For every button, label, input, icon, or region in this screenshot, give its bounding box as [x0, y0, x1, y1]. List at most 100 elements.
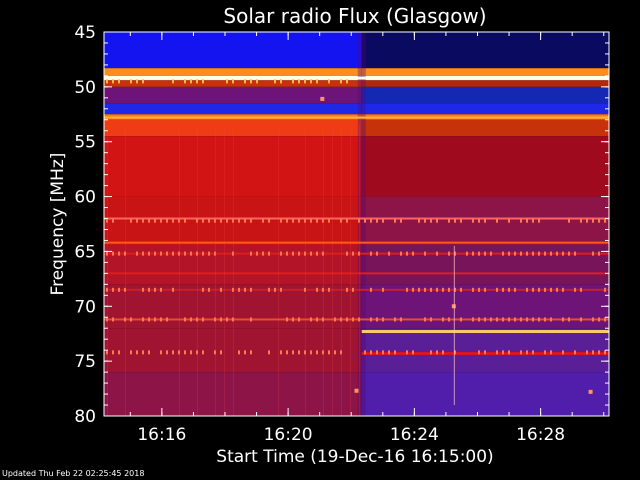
speckle-mark: [478, 218, 480, 223]
speckle-mark: [598, 317, 600, 322]
speckle-mark: [532, 287, 534, 292]
speckle-mark: [304, 79, 306, 84]
speckle-mark: [232, 79, 234, 84]
speckle-mark: [268, 287, 270, 292]
speckle-mark: [574, 350, 576, 355]
speckle-mark: [550, 287, 552, 292]
speckle-mark: [130, 218, 132, 223]
burst-mark: [354, 388, 359, 393]
speckle-mark: [328, 79, 330, 84]
speckle-mark: [172, 251, 174, 256]
noise-streak: [359, 125, 360, 416]
speckle-mark: [244, 350, 246, 355]
speckle-mark: [280, 218, 282, 223]
speckle-mark: [544, 287, 546, 292]
speckle-mark: [538, 287, 540, 292]
emission-line: [104, 217, 609, 220]
speckle-mark: [556, 287, 558, 292]
speckle-mark: [562, 251, 564, 256]
speckle-mark: [406, 350, 408, 355]
band-after-change: [361, 372, 609, 416]
y-tick-label: 60: [74, 188, 96, 208]
speckle-mark: [340, 79, 342, 84]
speckle-mark: [376, 317, 378, 322]
y-tick-label: 70: [74, 297, 96, 317]
speckle-mark: [250, 350, 252, 355]
speckle-mark: [274, 287, 276, 292]
speckle-mark: [112, 79, 114, 84]
speckle-mark: [286, 317, 288, 322]
speckle-mark: [244, 79, 246, 84]
speckle-mark: [178, 350, 180, 355]
noise-streak: [350, 125, 351, 416]
speckle-mark: [160, 218, 162, 223]
speckle-mark: [292, 317, 294, 322]
speckle-mark: [256, 79, 258, 84]
speckle-mark: [592, 251, 594, 256]
speckle-mark: [520, 350, 522, 355]
speckle-mark: [190, 350, 192, 355]
speckle-mark: [112, 350, 114, 355]
noise-streak: [341, 125, 342, 416]
band-before-change: [104, 119, 362, 137]
speckle-mark: [382, 350, 384, 355]
speckle-mark: [316, 317, 318, 322]
emission-line: [104, 272, 609, 275]
speckle-mark: [514, 317, 516, 322]
speckle-mark: [568, 317, 570, 322]
speckle-mark: [388, 350, 390, 355]
speckle-mark: [220, 218, 222, 223]
speckle-mark: [148, 317, 150, 322]
speckle-mark: [556, 251, 558, 256]
speckle-mark: [310, 350, 312, 355]
noise-streak: [332, 125, 333, 416]
speckle-mark: [142, 317, 144, 322]
speckle-mark: [382, 218, 384, 223]
noise-streak: [305, 125, 306, 416]
speckle-mark: [364, 350, 366, 355]
speckle-mark: [322, 251, 324, 256]
speckle-mark: [520, 317, 522, 322]
speckle-mark: [208, 218, 210, 223]
speckle-mark: [118, 287, 120, 292]
speckle-mark: [304, 287, 306, 292]
speckle-mark: [448, 317, 450, 322]
band-before-change: [104, 103, 362, 115]
speckle-mark: [508, 218, 510, 223]
speckle-mark: [148, 251, 150, 256]
speckle-mark: [454, 251, 456, 256]
speckle-mark: [580, 218, 582, 223]
speckle-mark: [532, 350, 534, 355]
band-after-change: [361, 136, 609, 197]
speckle-mark: [202, 350, 204, 355]
speckle-mark: [166, 218, 168, 223]
speckle-mark: [160, 350, 162, 355]
speckle-mark: [118, 251, 120, 256]
speckle-mark: [562, 350, 564, 355]
speckle-mark: [310, 79, 312, 84]
speckle-mark: [484, 218, 486, 223]
transition-shading: [357, 32, 366, 416]
updated-timestamp: Updated Thu Feb 22 02:25:45 2018: [2, 469, 145, 478]
speckle-mark: [106, 287, 108, 292]
speckle-mark: [244, 287, 246, 292]
speckle-mark: [376, 350, 378, 355]
y-tick-label: 80: [74, 407, 96, 427]
speckle-mark: [118, 79, 120, 84]
band-after-change: [361, 80, 609, 87]
speckle-mark: [322, 218, 324, 223]
speckle-mark: [478, 287, 480, 292]
band-before-change: [104, 32, 362, 69]
speckle-mark: [112, 317, 114, 322]
speckle-mark: [370, 287, 372, 292]
emission-line: [104, 241, 609, 244]
speckle-mark: [358, 251, 360, 256]
speckle-mark: [604, 287, 606, 292]
emission-line: [104, 318, 609, 321]
speckle-mark: [232, 218, 234, 223]
speckle-mark: [214, 317, 216, 322]
y-tick-label: 50: [74, 78, 96, 98]
speckle-mark: [220, 317, 222, 322]
speckle-mark: [538, 218, 540, 223]
